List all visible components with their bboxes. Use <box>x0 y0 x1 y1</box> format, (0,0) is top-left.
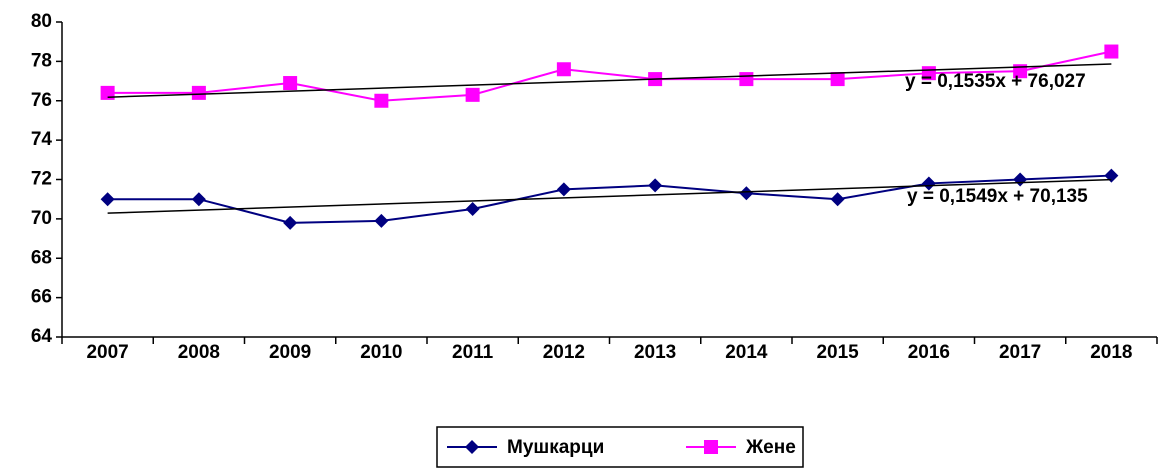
y-tick-label: 66 <box>31 287 52 308</box>
y-tick-label: 70 <box>31 208 52 229</box>
marker <box>1013 172 1028 187</box>
marker <box>191 85 206 100</box>
marker <box>1104 44 1119 59</box>
x-tick-label: 2015 <box>816 342 859 363</box>
trendline-equation: y = 0,1549x + 70,135 <box>907 186 1088 207</box>
marker <box>100 192 115 207</box>
y-tick-label: 64 <box>31 326 53 347</box>
y-tick-label: 68 <box>31 247 52 268</box>
x-tick-label: 2017 <box>999 342 1041 363</box>
x-tick-label: 2018 <box>1090 342 1132 363</box>
x-tick-label: 2007 <box>86 342 128 363</box>
marker <box>556 182 571 197</box>
marker <box>465 202 480 217</box>
x-tick-label: 2013 <box>634 342 676 363</box>
y-tick-label: 74 <box>31 129 53 150</box>
marker <box>704 440 718 454</box>
x-tick-label: 2011 <box>452 342 494 363</box>
marker <box>283 215 298 230</box>
marker <box>283 76 298 91</box>
legend-label: Мушкарци <box>507 437 604 458</box>
x-tick-label: 2008 <box>178 342 220 363</box>
legend-label: Жене <box>745 437 796 458</box>
x-tick-label: 2014 <box>725 342 768 363</box>
trendline-equation: y = 0,1535x + 76,027 <box>905 71 1086 92</box>
marker <box>465 440 479 454</box>
x-tick-label: 2010 <box>360 342 402 363</box>
series-line <box>107 50 1112 102</box>
marker <box>830 72 845 87</box>
marker <box>648 178 663 193</box>
y-tick-label: 72 <box>31 169 52 190</box>
legend-box <box>436 426 804 468</box>
y-tick-label: 78 <box>31 50 52 71</box>
marker <box>739 186 754 201</box>
x-tick-label: 2016 <box>908 342 950 363</box>
trendline <box>107 63 1112 98</box>
trendline <box>107 178 1112 214</box>
series-line <box>107 174 1112 224</box>
marker <box>465 87 480 102</box>
marker <box>374 213 389 228</box>
marker <box>191 192 206 207</box>
x-tick-label: 2012 <box>543 342 585 363</box>
marker <box>556 62 571 77</box>
y-tick-label: 76 <box>31 90 52 111</box>
marker <box>830 192 845 207</box>
x-tick-label: 2009 <box>269 342 311 363</box>
marker <box>739 72 754 87</box>
y-tick-label: 80 <box>31 11 52 32</box>
marker <box>374 93 389 108</box>
marker <box>921 176 936 191</box>
